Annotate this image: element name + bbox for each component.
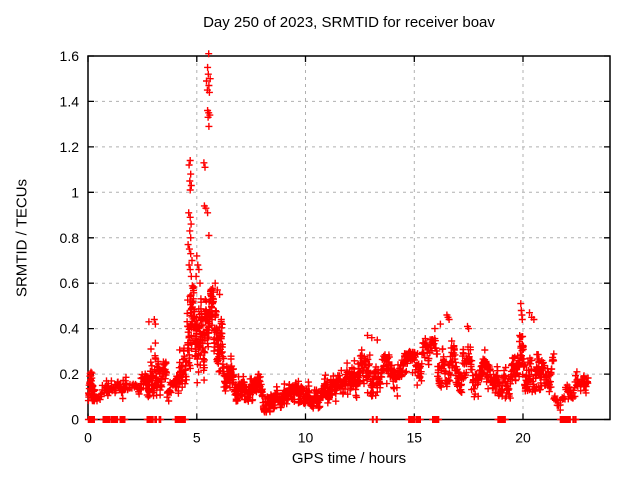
x-tick-label: 5 <box>193 430 201 446</box>
y-tick-label: 1.4 <box>60 93 80 109</box>
scatter-points <box>84 50 592 423</box>
x-axis-title: GPS time / hours <box>291 450 407 467</box>
x-tick-label: 15 <box>407 430 423 446</box>
y-tick-label: 0 <box>71 412 79 428</box>
y-tick-label: 1 <box>71 184 79 200</box>
y-tick-label: 1.6 <box>60 48 80 64</box>
x-tick-label: 10 <box>298 430 314 446</box>
x-tick-label: 20 <box>515 430 531 446</box>
y-tick-label: 0.8 <box>60 230 80 246</box>
y-tick-label: 0.6 <box>60 275 80 291</box>
chart-title: Day 250 of 2023, SRMTID for receiver boa… <box>203 14 495 31</box>
y-tick-label: 0.4 <box>60 321 80 337</box>
y-tick-label: 1.2 <box>60 139 80 155</box>
y-tick-label: 0.2 <box>60 366 80 382</box>
x-tick-label: 0 <box>84 430 92 446</box>
